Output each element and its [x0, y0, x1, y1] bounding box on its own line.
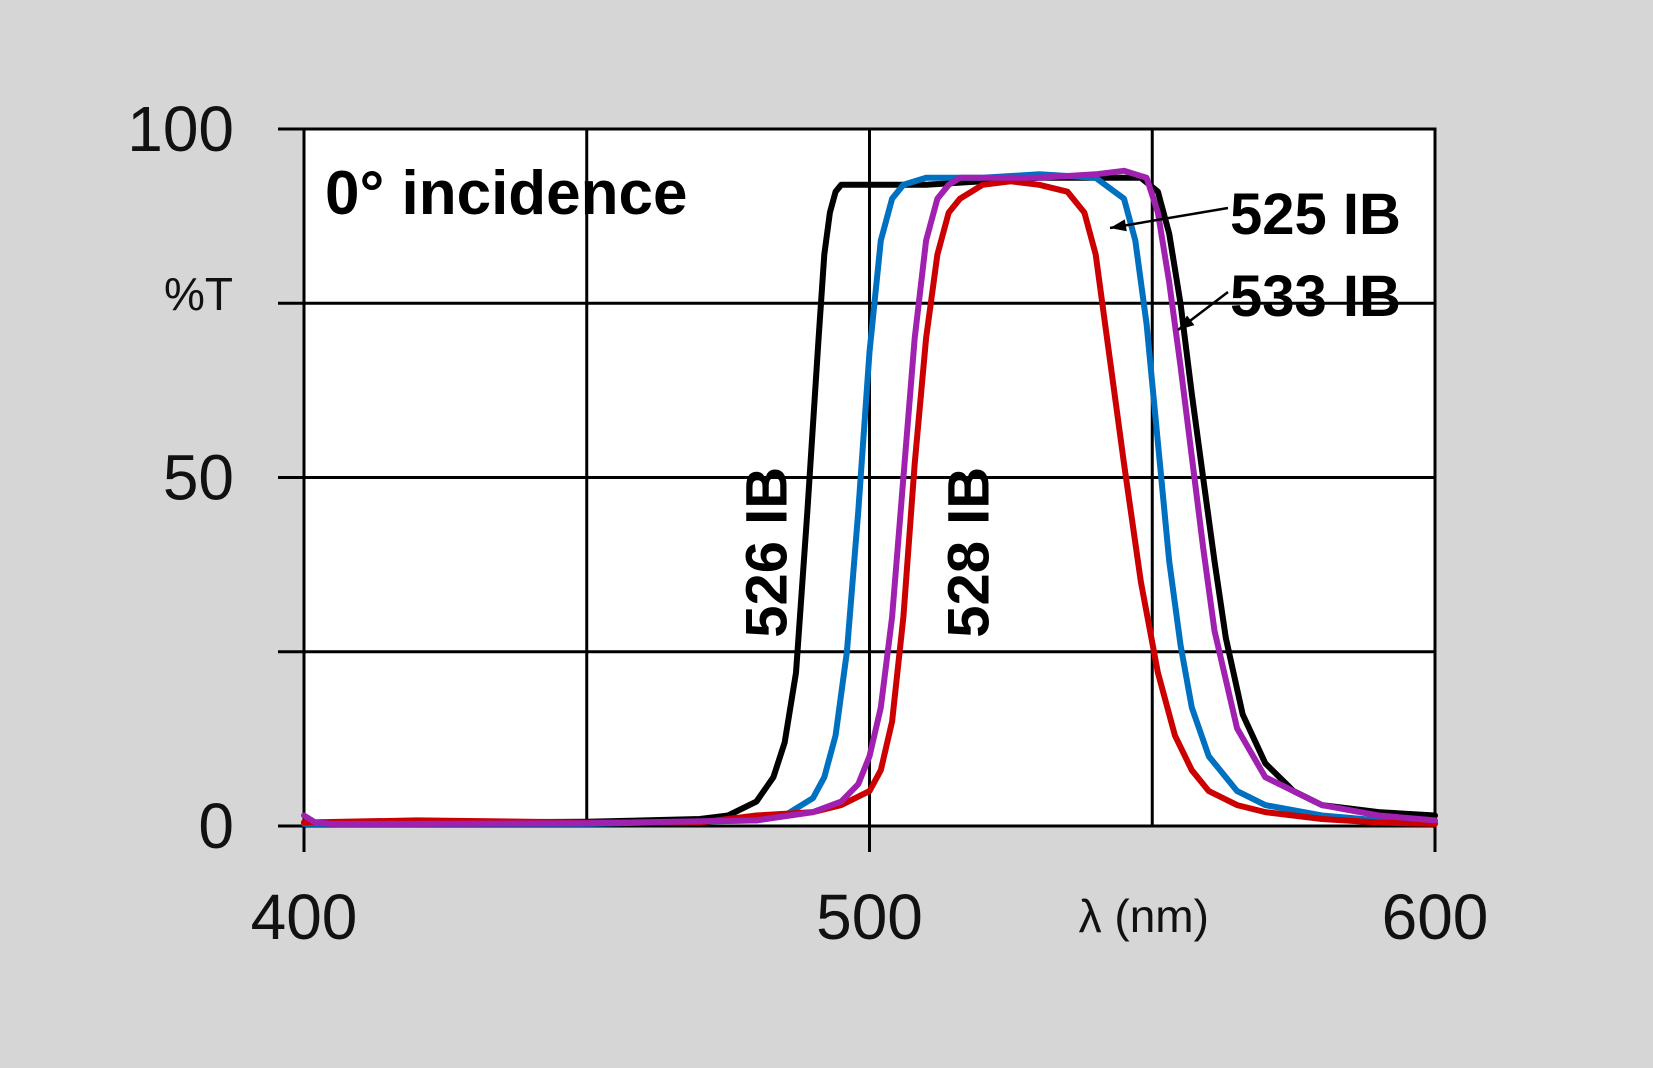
series-label-528-ib: 528 IB [937, 467, 1002, 638]
y-tick-label: 50 [163, 442, 234, 514]
y-axis-label: %T [164, 268, 233, 320]
label-group-528: 528 IB [937, 467, 1002, 638]
x-tick-label: 400 [251, 881, 358, 953]
x-axis-label: λ (nm) [1079, 890, 1209, 942]
series-label-526-ib: 526 IB [734, 467, 799, 638]
arrow-533-head [1178, 315, 1195, 330]
arrow-525-line [1109, 206, 1229, 230]
incidence-annotation: 0° incidence [325, 159, 688, 228]
x-tick-label: 500 [816, 881, 923, 953]
labels: 0 50 100 400 500 600 %T λ (nm) 0° incidence 526 I… [127, 93, 1488, 953]
y-tick-label: 0 [198, 790, 234, 862]
axis-ticks [278, 127, 1437, 852]
plot-frame [302, 127, 1437, 828]
label-group-526: 526 IB [734, 467, 799, 638]
x-tick-label: 600 [1382, 881, 1489, 953]
series-label-525-ib: 525 IB [1230, 182, 1401, 247]
series-line-533-ib [301, 167, 1438, 827]
series-label-533-ib: 533 IB [1230, 264, 1401, 329]
y-tick-label: 100 [127, 93, 234, 165]
series-lines [301, 167, 1438, 827]
series-line-526-ib [301, 174, 1438, 826]
arrow-525-head [1110, 219, 1127, 232]
